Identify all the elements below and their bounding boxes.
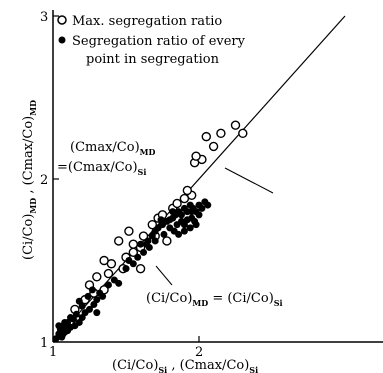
point-filled-68 [142, 240, 150, 248]
legend-label-max-ratio: Max. segregation ratio [72, 14, 222, 29]
legend-label-every-point-line1: Segregation ratio of every [72, 34, 246, 49]
point-filled-71 [186, 224, 194, 232]
point-open-20 [172, 198, 182, 209]
point-open-32 [135, 263, 146, 274]
point-open-27 [201, 131, 212, 142]
point-filled-20 [84, 292, 92, 300]
point-open-8 [103, 268, 114, 279]
y-axis-label-sub1: MD [28, 198, 38, 214]
point-open-23 [182, 185, 193, 196]
data-points [52, 120, 248, 343]
legend-filled-circle-marker [58, 36, 66, 44]
annotation-cmax-sub1: MD [140, 147, 156, 157]
y-tick-label-1: 1 [40, 336, 48, 351]
annotation-cmax-sub2: Si [138, 167, 147, 177]
annotation-ci: (Ci/Co)MD = (Ci/Co)Si [146, 265, 283, 308]
point-filled-25 [61, 318, 69, 326]
annotation-cmax-line1: (Cmax/Co) [70, 140, 140, 155]
y-axis-label-sub2: MD [28, 100, 38, 116]
x-axis-label-sub2: Si [249, 365, 258, 373]
annotation-cmax-line2: =(Cmax/Co) [57, 160, 138, 175]
point-open-16 [147, 219, 157, 230]
point-open-36 [128, 239, 139, 249]
point-filled-30 [115, 279, 123, 287]
point-open-14 [124, 226, 134, 236]
point-filled-24 [67, 314, 75, 322]
point-filled-54 [198, 204, 206, 212]
point-filled-19 [93, 296, 101, 304]
point-open-35 [99, 255, 109, 266]
point-filled-69 [175, 230, 183, 238]
point-filled-18 [75, 297, 83, 305]
annotation-cmax-leader [224, 167, 274, 194]
point-filled-65 [160, 230, 168, 238]
svg-text:(Ci/Co)MD = (Ci/Co)Si: (Ci/Co)MD = (Ci/Co)Si [146, 291, 283, 308]
point-filled-66 [151, 237, 159, 245]
annotation-ci-sub1: MD [192, 298, 208, 308]
point-filled-70 [180, 227, 188, 235]
point-filled-15 [86, 305, 93, 313]
x-axis-label-sub1: Si [158, 365, 167, 373]
annotation-ci-leader [155, 265, 173, 286]
annotation-ci-text: (Ci/Co) [146, 291, 192, 306]
y-axis-label: (Ci/Co)MD , (Cmax/Co)MD [21, 100, 38, 260]
point-open-7 [92, 272, 102, 282]
point-open-26 [191, 151, 201, 161]
point-filled-13 [72, 310, 80, 318]
point-filled-33 [125, 257, 133, 264]
x-axis-label-part1: (Ci/Co) [112, 358, 158, 373]
legend: Max. segregation ratio Segregation ratio… [57, 14, 246, 67]
point-open-28 [208, 141, 219, 152]
svg-text:=(Cmax/Co)Si: =(Cmax/Co)Si [57, 160, 146, 177]
point-filled-23 [99, 292, 107, 300]
point-open-29 [216, 128, 226, 139]
legend-label-every-point-line2: point in segregation [86, 52, 220, 67]
point-filled-28 [104, 281, 112, 289]
x-tick-label-1: 1 [49, 345, 57, 360]
y-tick-label-3: 3 [40, 10, 48, 25]
point-open-15 [138, 231, 149, 241]
point-open-37 [162, 236, 172, 246]
point-filled-74 [188, 208, 196, 216]
point-filled-76 [157, 216, 165, 224]
y-axis-label-part1: (Ci/Co) [21, 214, 36, 260]
legend-open-circle-marker [57, 15, 67, 25]
point-filled-73 [195, 211, 203, 219]
annotation-ci-sub2: Si [274, 298, 283, 308]
point-filled-36 [137, 240, 145, 248]
x-axis-label: (Ci/Co)Si , (Cmax/Co)Si [112, 358, 258, 373]
point-filled-35 [140, 248, 148, 256]
svg-text:(Cmax/Co)MD: (Cmax/Co)MD [70, 140, 156, 157]
point-filled-75 [169, 208, 177, 216]
point-filled-56 [204, 201, 212, 209]
plot-axes [52, 10, 383, 343]
annotation-cmax: (Cmax/Co)MD =(Cmax/Co)Si [57, 140, 274, 194]
point-open-30 [230, 120, 241, 130]
point-filled-72 [192, 221, 200, 229]
point-filled-22 [88, 286, 96, 294]
point-filled-27 [93, 309, 101, 317]
y-tick-label-2: 2 [40, 173, 48, 188]
point-filled-31 [122, 265, 130, 273]
x-tick-label-2: 2 [195, 345, 203, 360]
point-open-13 [113, 236, 124, 246]
point-filled-47 [177, 211, 185, 219]
annotation-ci-text-b: = (Ci/Co) [208, 291, 274, 306]
point-open-31 [238, 128, 248, 139]
tick-marks: 1 2 1 2 3 [40, 10, 203, 360]
point-filled-34 [134, 253, 142, 261]
point-filled-26 [55, 322, 63, 330]
x-axis-label-part2: , (Cmax/Co) [167, 358, 249, 373]
y-axis-label-part2: , (Cmax/Co) [21, 116, 36, 198]
